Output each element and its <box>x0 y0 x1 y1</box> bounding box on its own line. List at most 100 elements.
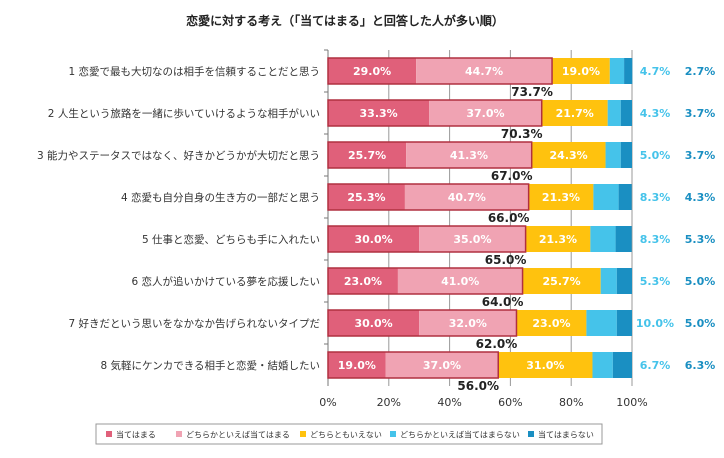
x-tick-label: 60% <box>498 396 522 409</box>
data-label: 32.0% <box>449 317 487 330</box>
legend-label: どちらともいえない <box>310 431 382 440</box>
sum-outline <box>327 183 530 211</box>
data-label: 5.3% <box>685 233 716 246</box>
data-label: 5.0% <box>685 275 716 288</box>
legend-label: 当てはまる <box>116 430 156 440</box>
bar-segment <box>528 184 594 210</box>
data-label: 3.7% <box>685 107 716 120</box>
bar-segment <box>620 142 632 168</box>
category-label: 2 人生という旅路を一緒に歩いていけるような相手がいい <box>48 107 320 120</box>
data-label: 31.0% <box>526 359 564 372</box>
data-label: 29.0% <box>353 65 391 78</box>
category-label: 1 恋愛で最も大切なのは相手を信頼することだと思う <box>68 65 320 78</box>
bar-segment <box>328 226 420 252</box>
bar-segment <box>592 352 613 378</box>
data-label: 44.7% <box>465 65 503 78</box>
data-label: 35.0% <box>453 233 491 246</box>
bar-segment <box>605 142 621 168</box>
sum-outline <box>327 57 553 85</box>
sum-outline <box>327 225 527 253</box>
bar-segment <box>607 100 621 126</box>
bar-segment <box>328 352 386 378</box>
bar-segment <box>406 142 532 168</box>
data-label: 30.0% <box>355 233 393 246</box>
sum-label: 73.7% <box>511 85 553 99</box>
data-label: 25.7% <box>348 149 386 162</box>
data-label: 2.7% <box>685 65 716 78</box>
data-label: 5.0% <box>685 317 716 330</box>
bar-segment <box>328 268 398 294</box>
x-tick-label: 100% <box>616 396 647 409</box>
sum-outline <box>327 309 518 337</box>
bar-segment <box>541 100 608 126</box>
data-label: 4.7% <box>640 65 671 78</box>
category-label: 6 恋人が追いかけている夢を応援したい <box>131 275 320 288</box>
category-label: 8 気軽にケンカできる相手と恋愛・結婚したい <box>101 359 321 372</box>
data-label: 19.0% <box>338 359 376 372</box>
bar-segment <box>593 184 619 210</box>
category-label: 4 恋愛も自分自身の生き方の一部だと思う <box>121 191 320 204</box>
legend-swatch <box>106 431 112 437</box>
sum-outline <box>327 141 533 169</box>
bar-segment <box>616 310 632 336</box>
category-label: 3 能力やステータスではなく、好きかどうかが大切だと思う <box>37 149 320 162</box>
legend-label: 当てはまらない <box>538 430 594 440</box>
category-label: 5 仕事と恋愛、どちらも手に入れたい <box>142 233 320 246</box>
sum-outline <box>327 351 499 379</box>
data-label: 23.0% <box>532 317 570 330</box>
bar-segment <box>600 268 617 294</box>
sum-label: 62.0% <box>476 337 518 351</box>
legend-swatch <box>528 431 534 437</box>
bar-segment <box>616 268 632 294</box>
bar-segment <box>618 184 632 210</box>
sum-label: 64.0% <box>482 295 524 309</box>
bar-segment <box>590 226 616 252</box>
x-tick-label: 0% <box>319 396 336 409</box>
data-label: 8.3% <box>640 191 671 204</box>
data-label: 5.0% <box>640 149 671 162</box>
legend-label: どちらかといえば当てはまらない <box>400 430 520 440</box>
data-label: 6.7% <box>640 359 671 372</box>
data-label: 21.7% <box>556 107 594 120</box>
data-label: 5.3% <box>640 275 671 288</box>
data-label: 40.7% <box>448 191 486 204</box>
category-label: 7 好きだという思いをなかなか告げられないタイプだ <box>68 317 320 330</box>
data-label: 37.0% <box>423 359 461 372</box>
bar-segment <box>385 352 499 378</box>
x-tick-label: 40% <box>437 396 461 409</box>
data-label: 21.3% <box>542 191 580 204</box>
sum-label: 66.0% <box>488 211 530 225</box>
bar-segment <box>516 310 587 336</box>
data-label: 33.3% <box>360 107 398 120</box>
bar-segment <box>419 310 517 336</box>
legend-label: どちらかといえば当てはまる <box>186 430 290 440</box>
data-label: 30.0% <box>355 317 393 330</box>
bar-segment <box>498 352 593 378</box>
data-label: 19.0% <box>562 65 600 78</box>
data-label: 41.3% <box>450 149 488 162</box>
data-label: 23.0% <box>344 275 382 288</box>
legend-swatch <box>176 431 182 437</box>
bar-segment <box>404 184 529 210</box>
sum-label: 65.0% <box>485 253 527 267</box>
bar-segment <box>531 142 606 168</box>
x-tick-label: 20% <box>377 396 401 409</box>
bar-segment <box>586 310 617 336</box>
bar-segment <box>429 100 542 126</box>
data-label: 10.0% <box>636 317 674 330</box>
bar-segment <box>419 226 526 252</box>
sum-outline <box>327 99 543 127</box>
bar-segment <box>328 184 405 210</box>
chart-title: 恋愛に対する考え（「当てはまる」と回答した人が多い順） <box>186 14 504 28</box>
sum-label: 56.0% <box>457 379 499 393</box>
bar-segment <box>552 58 610 84</box>
data-label: 3.7% <box>685 149 716 162</box>
bar-segment <box>416 58 553 84</box>
bar-segment <box>522 268 601 294</box>
bar-segment <box>525 226 591 252</box>
data-label: 37.0% <box>466 107 504 120</box>
bar-segment <box>397 268 523 294</box>
legend-box <box>95 423 603 445</box>
